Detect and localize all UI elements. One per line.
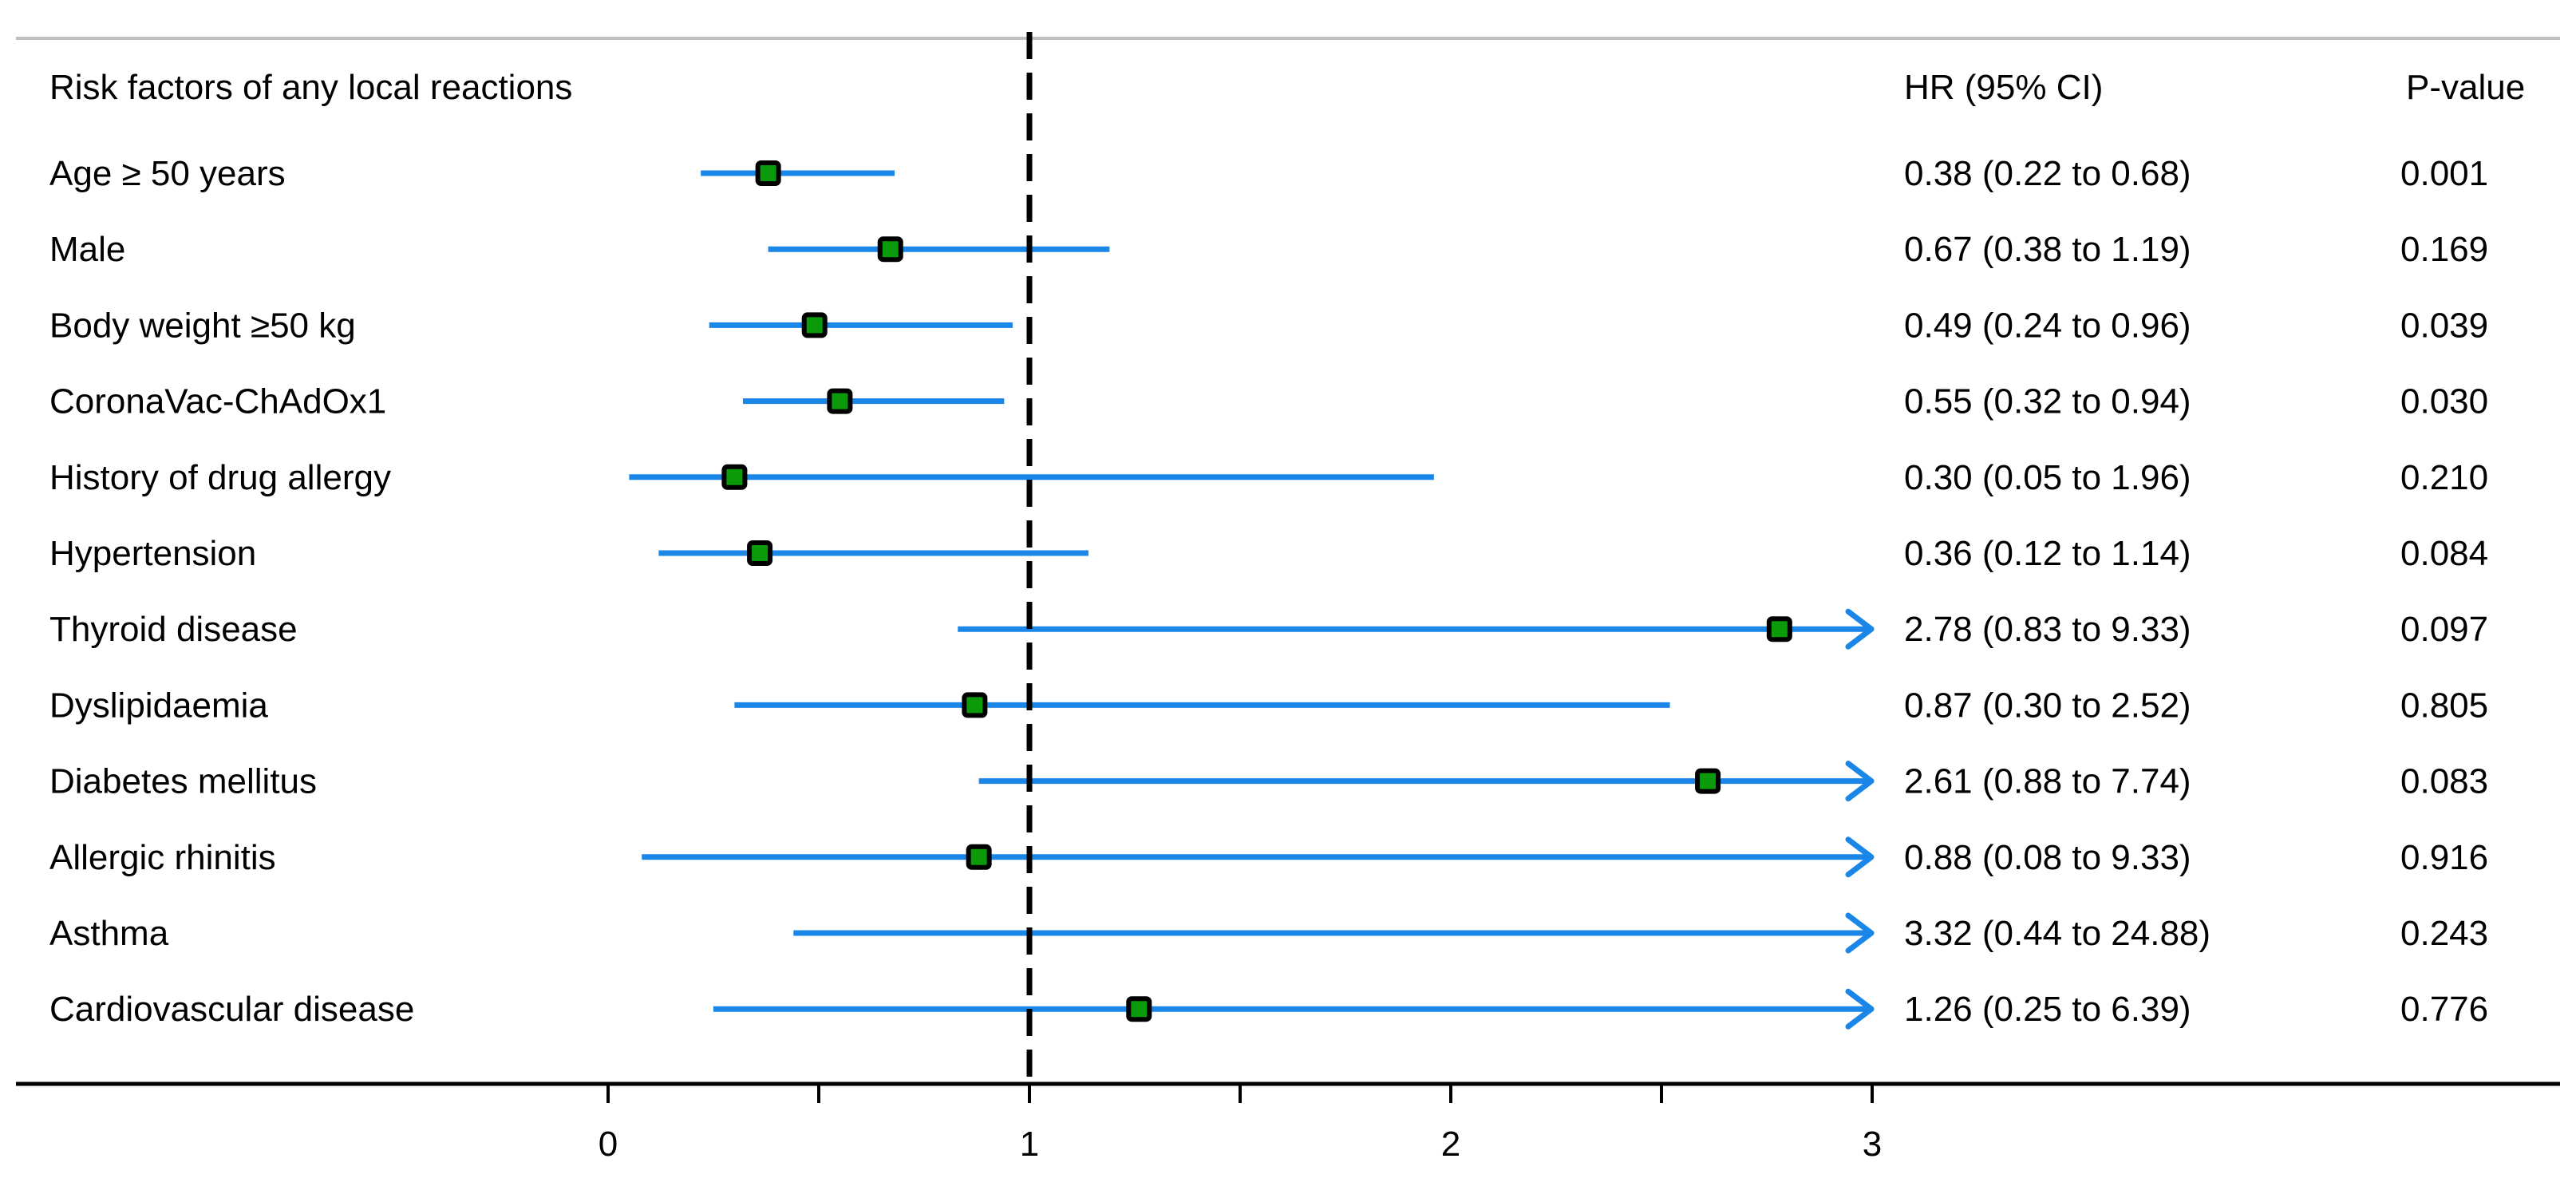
forest-row: Thyroid disease 2.78 (0.83 to 9.33) 0.097: [49, 608, 2488, 650]
forest-row: Male 0.67 (0.38 to 1.19) 0.169: [49, 230, 2488, 269]
row-label: Hypertension: [49, 534, 256, 573]
hr-point: [801, 312, 828, 338]
row-label: History of drug allergy: [49, 458, 391, 497]
hr-point: [827, 388, 853, 414]
p-value-text: 0.097: [2400, 610, 2488, 649]
hr-ci-text: 2.61 (0.88 to 7.74): [1904, 762, 2191, 801]
hr-point: [721, 464, 748, 490]
p-value-text: 0.083: [2400, 762, 2488, 801]
header-p-value: P-value: [2406, 68, 2525, 107]
p-value-text: 0.916: [2400, 838, 2488, 877]
hr-point: [1766, 616, 1792, 643]
hr-point: [962, 692, 988, 718]
row-label: Male: [49, 230, 125, 269]
hr-ci-text: 0.30 (0.05 to 1.96): [1904, 458, 2191, 497]
hr-ci-text: 0.88 (0.08 to 9.33): [1904, 838, 2191, 877]
row-label: CoronaVac-ChAdOx1: [49, 382, 386, 421]
forest-row: Asthma 3.32 (0.44 to 24.88) 0.243: [49, 912, 2488, 954]
hr-point: [747, 540, 773, 566]
hr-ci-text: 0.87 (0.30 to 2.52): [1904, 686, 2191, 725]
row-label: Age ≥ 50 years: [49, 154, 286, 193]
p-value-text: 0.039: [2400, 306, 2488, 345]
header-hr: HR (95% CI): [1904, 68, 2103, 107]
forest-row: CoronaVac-ChAdOx1 0.55 (0.32 to 0.94) 0.03…: [49, 382, 2488, 421]
hr-ci-text: 3.32 (0.44 to 24.88): [1904, 914, 2211, 953]
hr-ci-text: 0.36 (0.12 to 1.14): [1904, 534, 2191, 573]
ci-arrow-head: [1845, 608, 1875, 650]
forest-row: Dyslipidaemia 0.87 (0.30 to 2.52) 0.805: [49, 686, 2488, 725]
p-value-text: 0.084: [2400, 534, 2488, 573]
row-label: Thyroid disease: [49, 610, 298, 649]
hr-ci-text: 0.38 (0.22 to 0.68): [1904, 154, 2191, 193]
row-label: Asthma: [49, 914, 169, 953]
hr-ci-text: 0.55 (0.32 to 0.94): [1904, 382, 2191, 421]
row-label: Diabetes mellitus: [49, 762, 317, 801]
p-value-text: 0.805: [2400, 686, 2488, 725]
x-tick-label: 0: [599, 1125, 618, 1164]
row-label: Cardiovascular disease: [49, 990, 414, 1029]
forest-row: Cardiovascular disease 1.26 (0.25 to 6.39…: [49, 988, 2488, 1030]
p-value-text: 0.210: [2400, 458, 2488, 497]
hr-ci-text: 2.78 (0.83 to 9.33): [1904, 610, 2191, 649]
forest-row: Diabetes mellitus 2.61 (0.88 to 7.74) 0.08…: [49, 761, 2488, 802]
p-value-text: 0.243: [2400, 914, 2488, 953]
forest-row: Allergic rhinitis 0.88 (0.08 to 9.33) 0.91…: [49, 836, 2488, 878]
hr-ci-text: 0.49 (0.24 to 0.96): [1904, 306, 2191, 345]
forest-row: Hypertension 0.36 (0.12 to 1.14) 0.084: [49, 534, 2488, 573]
x-tick-label: 2: [1441, 1125, 1460, 1164]
p-value-text: 0.776: [2400, 990, 2488, 1029]
hr-point: [755, 160, 781, 186]
hr-point: [966, 844, 992, 870]
p-value-text: 0.001: [2400, 154, 2488, 193]
rows-layer: Age ≥ 50 years 0.38 (0.22 to 0.68) 0.001 Ma…: [49, 154, 2488, 1030]
ci-arrow-head: [1845, 836, 1875, 878]
row-label: Body weight ≥50 kg: [49, 306, 356, 345]
x-axis: 0 1 2 3: [16, 1081, 2560, 1164]
ci-arrow-head: [1845, 988, 1875, 1030]
forest-row: Body weight ≥50 kg 0.49 (0.24 to 0.96) 0.0…: [49, 306, 2488, 345]
x-tick-label: 1: [1020, 1125, 1039, 1164]
forest-row: Age ≥ 50 years 0.38 (0.22 to 0.68) 0.001: [49, 154, 2488, 193]
hr-ci-text: 1.26 (0.25 to 6.39): [1904, 990, 2191, 1029]
hr-point: [877, 236, 903, 263]
hr-ci-text: 0.67 (0.38 to 1.19): [1904, 230, 2191, 269]
hr-point: [1695, 768, 1721, 794]
p-value-text: 0.030: [2400, 382, 2488, 421]
row-label: Allergic rhinitis: [49, 838, 276, 877]
header-label: Risk factors of any local reactions: [49, 68, 572, 107]
row-label: Dyslipidaemia: [49, 686, 268, 725]
x-tick-label: 3: [1863, 1125, 1882, 1164]
forest-row: History of drug allergy 0.30 (0.05 to 1.9…: [49, 458, 2488, 497]
ci-arrow-head: [1845, 912, 1875, 954]
hr-point: [1126, 996, 1152, 1022]
p-value-text: 0.169: [2400, 230, 2488, 269]
ci-arrow-head: [1845, 761, 1875, 802]
